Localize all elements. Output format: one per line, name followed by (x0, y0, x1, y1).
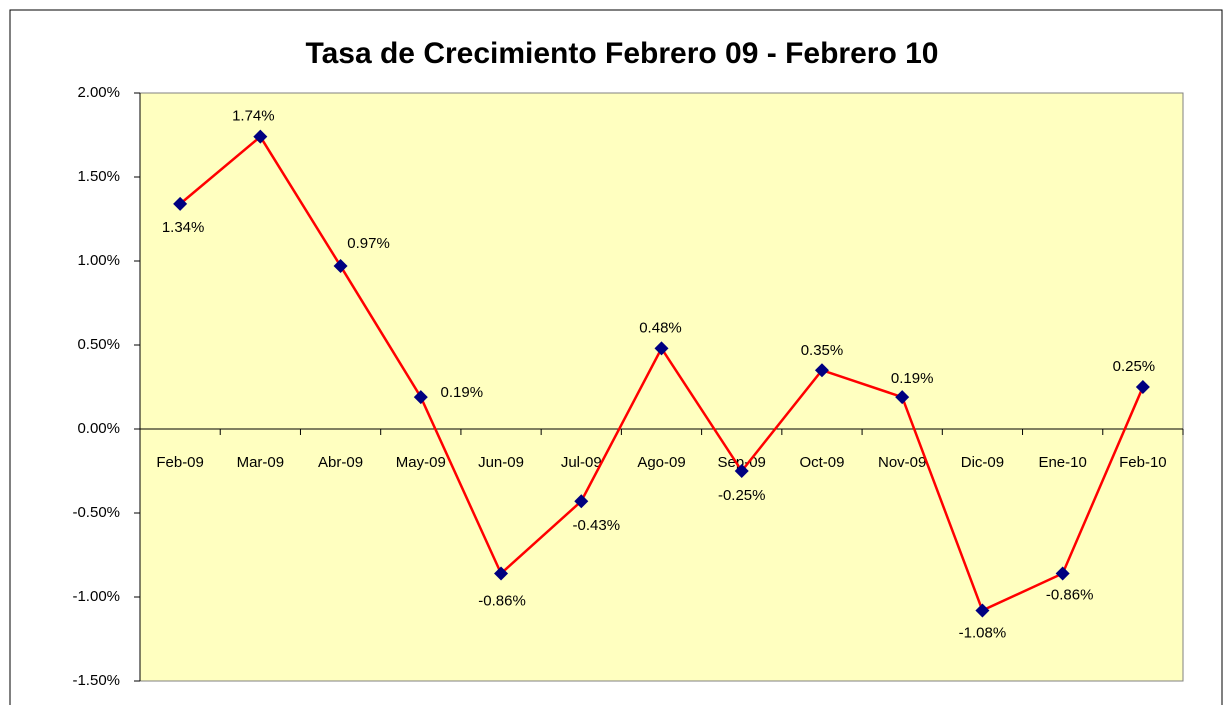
x-tick-label: Oct-09 (799, 454, 844, 471)
x-tick-label: Nov-09 (878, 454, 926, 471)
marker (1135, 380, 1150, 394)
x-tick-label: May-09 (396, 454, 446, 471)
marker (654, 341, 669, 356)
y-tick-label: -1.50% (72, 672, 120, 689)
data-label: -0.86% (1046, 586, 1094, 603)
data-label: -1.08% (959, 624, 1007, 641)
y-tick-label: 1.50% (77, 168, 120, 185)
y-tick-label: 0.50% (77, 336, 120, 353)
chart-border (9, 9, 1223, 705)
data-label: 0.97% (347, 235, 390, 252)
y-tick-label: 0.00% (77, 420, 120, 437)
data-label: -0.86% (478, 592, 526, 609)
x-tick-label: Ago-09 (637, 454, 685, 471)
y-tick-label: -1.00% (72, 588, 120, 605)
x-tick-label: Sep-09 (718, 454, 766, 471)
y-tick-label: -0.50% (72, 504, 120, 521)
x-tick-label: Abr-09 (318, 454, 363, 471)
marker (814, 363, 829, 378)
marker (253, 129, 268, 144)
y-tick-label: 2.00% (77, 84, 120, 101)
data-label: 0.19% (441, 384, 484, 401)
x-tick-label: Dic-09 (961, 454, 1004, 471)
marker (734, 464, 749, 478)
marker (494, 566, 509, 581)
chart-title: Tasa de Crecimiento Febrero 09 - Febrero… (305, 37, 938, 70)
marker (1055, 566, 1070, 581)
x-tick-label: Mar-09 (237, 454, 285, 471)
marker (413, 390, 428, 405)
data-label: 0.19% (891, 370, 934, 387)
plot-area (139, 92, 1184, 682)
data-label: -0.43% (573, 517, 621, 534)
x-tick-label: Feb-10 (1119, 454, 1167, 471)
data-label: 1.34% (162, 219, 205, 236)
marker (895, 390, 910, 405)
x-tick-label: Jul-09 (561, 454, 602, 471)
data-label: 0.25% (1113, 358, 1156, 375)
y-tick-label: 1.00% (77, 252, 120, 269)
data-label: 1.74% (232, 108, 275, 125)
data-label: 0.35% (801, 342, 844, 359)
x-tick-label: Feb-09 (156, 454, 204, 471)
data-label: -0.25% (718, 487, 766, 504)
marker (173, 196, 188, 211)
x-tick-label: Jun-09 (478, 454, 524, 471)
data-label: 0.48% (639, 319, 682, 336)
x-tick-label: Ene-10 (1038, 454, 1086, 471)
marker (333, 259, 348, 274)
marker (975, 603, 990, 618)
marker (574, 494, 589, 509)
